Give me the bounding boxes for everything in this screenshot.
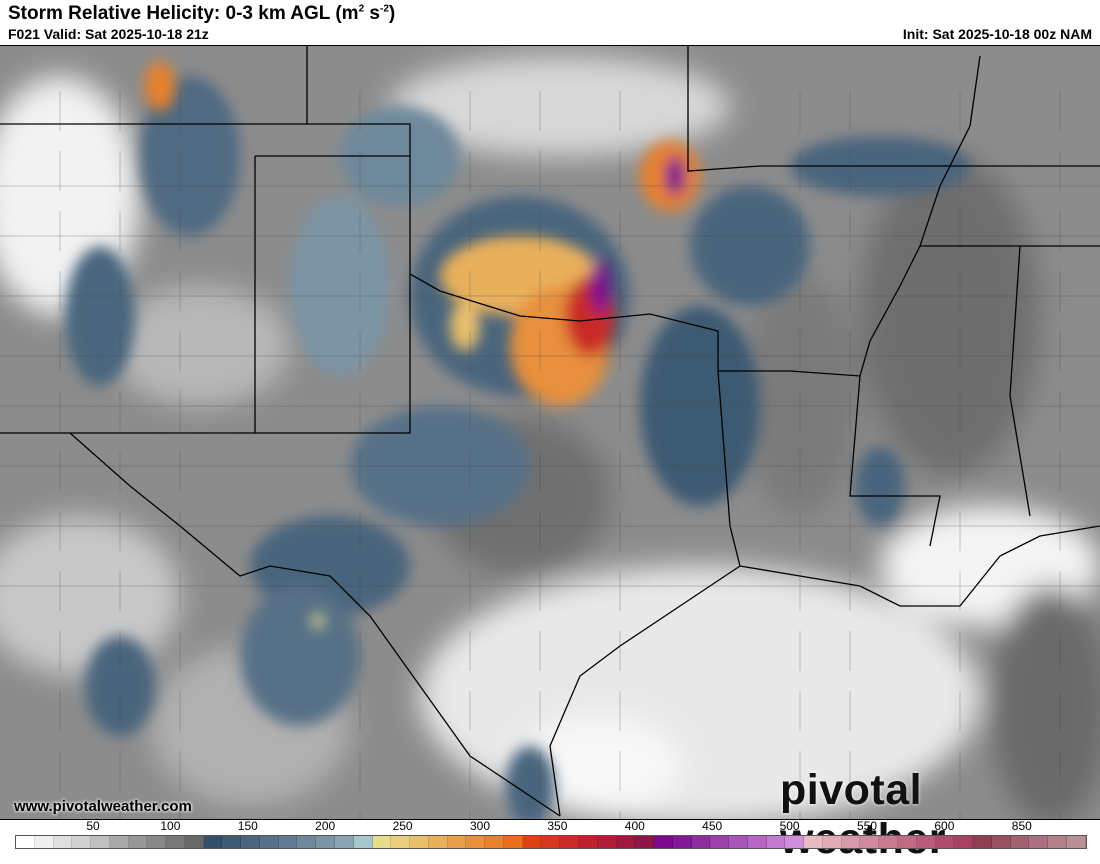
colorbar — [15, 835, 1087, 849]
colorbar-cell — [691, 836, 711, 848]
colorbar-cell — [1066, 836, 1086, 848]
colorbar-label: 200 — [315, 819, 336, 833]
website-url[interactable]: www.pivotalweather.com — [14, 798, 192, 815]
colorbar-cell — [241, 836, 260, 848]
colorbar-cell — [410, 836, 429, 848]
colorbar-cell — [335, 836, 354, 848]
colorbar-label: 350 — [547, 819, 568, 833]
colorbar-cell — [34, 836, 54, 848]
colorbar-label: 500 — [779, 819, 800, 833]
colorbar-label: 250 — [392, 819, 413, 833]
colorbar-cell — [109, 836, 129, 848]
colorbar-cell — [72, 836, 92, 848]
colorbar-cell — [147, 836, 167, 848]
colorbar-cell — [1029, 836, 1049, 848]
colorbar-cell — [503, 836, 523, 848]
colorbar-cell — [635, 836, 655, 848]
colorbar-cell — [822, 836, 842, 848]
colorbar-cell — [766, 836, 786, 848]
colorbar-cell — [203, 836, 223, 848]
colorbar-cell — [16, 836, 35, 848]
colorbar-cell — [166, 836, 185, 848]
colorbar-label: 400 — [624, 819, 645, 833]
valid-time: F021 Valid: Sat 2025-10-18 21z — [8, 26, 209, 42]
colorbar-cell — [522, 836, 542, 848]
colorbar-label: 300 — [469, 819, 491, 833]
colorbar-cell — [672, 836, 692, 848]
colorbar-cell — [1048, 836, 1067, 848]
colorbar-cell — [447, 836, 467, 848]
title-text-mid: s — [364, 3, 380, 24]
colorbar-cell — [897, 836, 917, 848]
colorbar-cell — [785, 836, 805, 848]
colorbar-cell — [278, 836, 298, 848]
colorbar-cell — [841, 836, 861, 848]
pivotal-weather-logo: pivotal weather — [780, 766, 946, 863]
county-borders — [0, 91, 1100, 819]
colorbar-label: 450 — [702, 819, 723, 833]
colorbar-cell — [916, 836, 936, 848]
colorbar-cell — [128, 836, 148, 848]
colorbar-cell — [466, 836, 486, 848]
colorbar-cell — [541, 836, 561, 848]
colorbar-cell — [954, 836, 974, 848]
colorbar-cell — [804, 836, 823, 848]
colorbar-cell — [316, 836, 336, 848]
colorbar-cell — [184, 836, 204, 848]
colorbar-cell — [710, 836, 730, 848]
helicity-map — [0, 45, 1100, 820]
colorbar-label: 50 — [86, 819, 100, 833]
colorbar-cell — [879, 836, 898, 848]
colorbar-cell — [860, 836, 880, 848]
colorbar-cell — [729, 836, 748, 848]
colorbar-labels: 50 100 150 200 250 300 350 400 450 500 550 600 850 — [0, 819, 1100, 835]
colorbar-cell — [616, 836, 636, 848]
colorbar-label: 600 — [934, 819, 955, 833]
colorbar-label: 150 — [237, 819, 258, 833]
colorbar-label: 100 — [160, 819, 181, 833]
colorbar-cell — [297, 836, 317, 848]
colorbar-label: 550 — [856, 819, 878, 833]
colorbar-cell — [53, 836, 73, 848]
map-title: Storm Relative Helicity: 0-3 km AGL (m2 … — [8, 3, 395, 25]
colorbar-cell — [597, 836, 617, 848]
colorbar-cell — [91, 836, 110, 848]
colorbar-cell — [372, 836, 392, 848]
title-text: Storm Relative Helicity: 0-3 km AGL (m — [8, 3, 359, 24]
colorbar-cell — [654, 836, 673, 848]
colorbar-cell — [991, 836, 1011, 848]
colorbar-cell — [747, 836, 767, 848]
colorbar-cell — [391, 836, 411, 848]
colorbar-cell — [560, 836, 579, 848]
colorbar-label: 850 — [1011, 819, 1032, 833]
colorbar-cell — [1010, 836, 1030, 848]
colorbar-cell — [973, 836, 992, 848]
colorbar-cell — [222, 836, 242, 848]
title-sup: -2 — [379, 3, 389, 15]
colorbar-cell — [353, 836, 373, 848]
colorbar-cell — [259, 836, 279, 848]
init-time: Init: Sat 2025-10-18 00z NAM — [902, 26, 1092, 42]
colorbar-cell — [428, 836, 448, 848]
title-text-end: ) — [388, 3, 396, 24]
colorbar-cell — [578, 836, 598, 848]
title-sup: 2 — [358, 3, 365, 15]
colorbar-cell — [935, 836, 955, 848]
colorbar-cell — [485, 836, 504, 848]
